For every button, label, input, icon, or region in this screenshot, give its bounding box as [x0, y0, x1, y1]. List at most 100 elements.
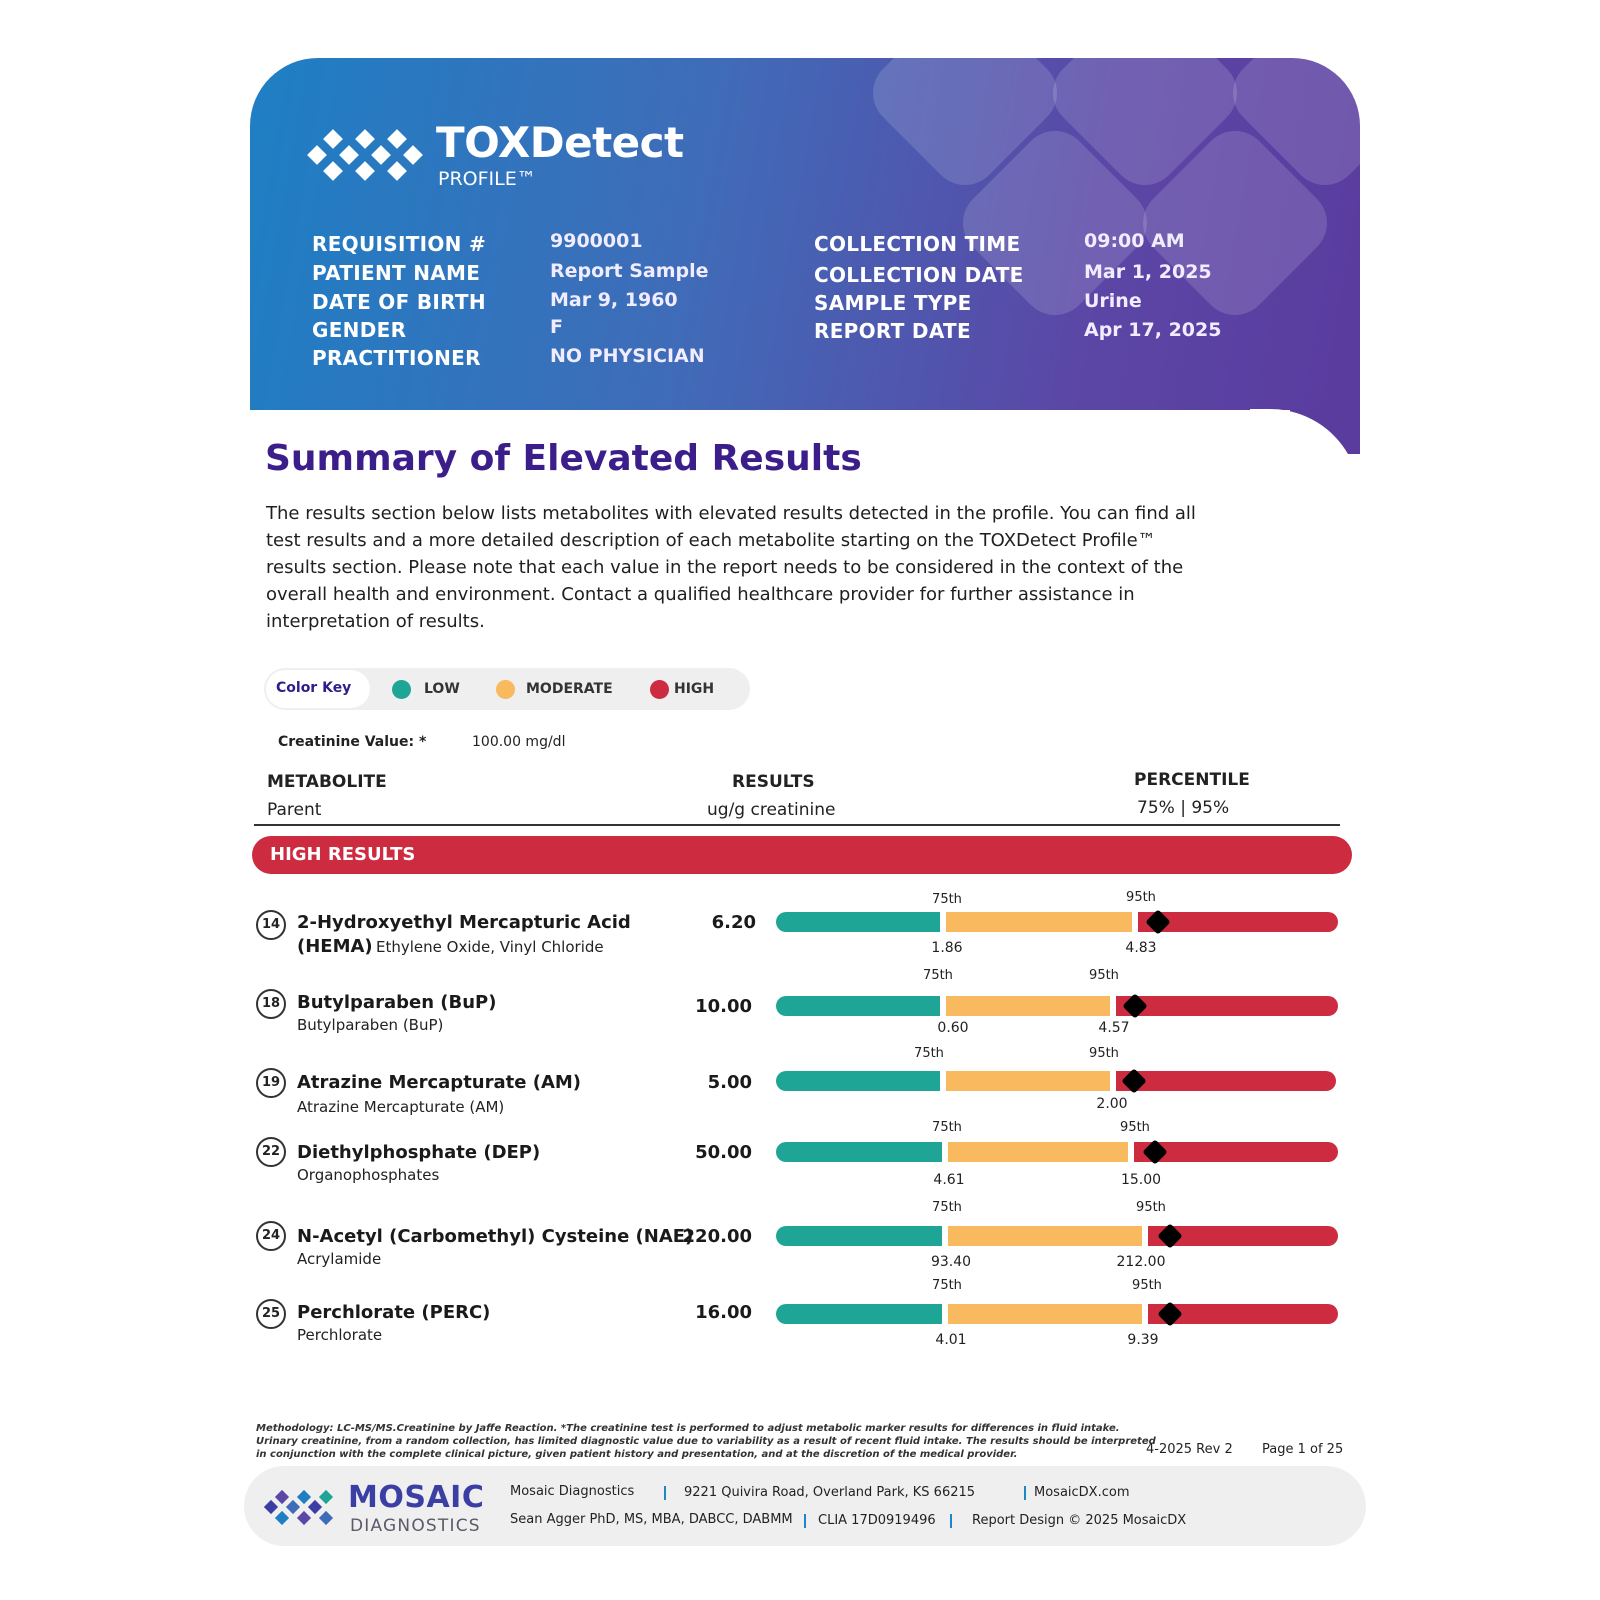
percentile-bar	[776, 1142, 1338, 1162]
result-value: 6.20	[711, 912, 756, 933]
p95-threshold: 2.00	[1096, 1096, 1128, 1112]
p75-threshold: 93.40	[930, 1254, 972, 1270]
high-segment	[1134, 1142, 1338, 1162]
toxdetect-logo-icon	[307, 129, 423, 181]
high-segment	[1148, 1304, 1338, 1324]
row-number-badge: 25	[256, 1299, 286, 1329]
metabolite-name: 2-Hydroxyethyl Mercapturic Acid	[297, 912, 631, 933]
results-column-sub: ug/g creatinine	[707, 800, 836, 820]
low-segment	[776, 1071, 940, 1091]
low-segment	[776, 1226, 942, 1246]
company-name: MOSAIC	[348, 1480, 485, 1515]
metabolite-column-header: METABOLITE	[267, 772, 387, 792]
high-dot-icon	[650, 680, 669, 699]
color-key-label: Color Key	[266, 670, 370, 708]
methodology-note: Methodology: LC-MS/MS.Creatinine by Jaff…	[256, 1423, 1156, 1460]
percentile-column-header: PERCENTILE	[1134, 770, 1250, 790]
moderate-segment	[948, 1304, 1142, 1324]
result-row: 25 Perchlorate (PERC) Perchlorate 16.00 …	[0, 1278, 1600, 1372]
p75-threshold: 1.86	[931, 940, 963, 956]
row-number-badge: 24	[256, 1221, 286, 1251]
report-date-label: REPORT DATE	[814, 319, 971, 343]
p75-label: 75th	[923, 968, 953, 983]
result-row: 19 Atrazine Mercapturate (AM) Atrazine M…	[0, 1046, 1600, 1138]
page-number: Page 1 of 25	[1262, 1442, 1344, 1457]
footer-address: 9221 Quivira Road, Overland Park, KS 662…	[684, 1485, 976, 1500]
summary-title: Summary of Elevated Results	[265, 438, 862, 479]
p95-threshold: 4.57	[1098, 1020, 1130, 1036]
low-segment	[776, 996, 940, 1016]
low-key-label: LOW	[424, 681, 460, 697]
dob-value: Mar 9, 1960	[550, 289, 678, 311]
collection-time-value: 09:00 AM	[1084, 230, 1185, 252]
metabolite-parent: Perchlorate	[297, 1326, 383, 1344]
sample-type-value: Urine	[1084, 290, 1142, 312]
moderate-dot-icon	[496, 680, 515, 699]
patient-name-label: PATIENT NAME	[312, 261, 481, 285]
report-header: TOXDetect PROFILE™ REQUISITION # 9900001…	[250, 58, 1360, 410]
result-row: 18 Butylparaben (BuP) Butylparaben (BuP)…	[0, 968, 1600, 1058]
p95-threshold: 9.39	[1127, 1332, 1159, 1348]
p95-threshold: 4.83	[1125, 940, 1157, 956]
p95-threshold: 212.00	[1116, 1254, 1166, 1270]
mosaic-logo-icon	[264, 1489, 334, 1526]
moderate-segment	[948, 1226, 1142, 1246]
requisition-value: 9900001	[550, 230, 643, 252]
report-date-value: Apr 17, 2025	[1084, 319, 1222, 341]
p75-threshold: 0.60	[937, 1020, 969, 1036]
moderate-key-label: MODERATE	[526, 681, 613, 697]
metabolite-abbrev: (HEMA)	[297, 936, 373, 957]
row-number-badge: 14	[256, 910, 286, 940]
high-segment	[1138, 912, 1338, 932]
percentile-bar	[776, 1304, 1338, 1324]
metabolite-name: Atrazine Mercapturate (AM)	[297, 1072, 582, 1093]
header-divider	[254, 824, 1340, 826]
percentile-bar	[776, 912, 1338, 932]
results-column-header: RESULTS	[732, 772, 815, 792]
metabolite-name: Perchlorate (PERC)	[297, 1302, 491, 1323]
row-number-badge: 18	[256, 989, 286, 1019]
result-value: 5.00	[707, 1072, 752, 1093]
result-row: 22 Diethylphosphate (DEP) Organophosphat…	[0, 1120, 1600, 1212]
collection-date-label: COLLECTION DATE	[814, 263, 1024, 287]
company-subname: DIAGNOSTICS	[350, 1516, 481, 1536]
metabolite-parent: Butylparaben (BuP)	[297, 1016, 444, 1034]
p95-label: 95th	[1136, 1200, 1166, 1215]
footer-company: Mosaic Diagnostics	[510, 1484, 635, 1499]
low-dot-icon	[392, 680, 411, 699]
p75-label: 75th	[932, 1200, 962, 1215]
p75-threshold: 4.61	[933, 1172, 965, 1188]
percentile-bar	[776, 1226, 1338, 1246]
sample-type-label: SAMPLE TYPE	[814, 291, 972, 315]
high-results-label: HIGH RESULTS	[270, 844, 416, 865]
moderate-segment	[946, 912, 1132, 932]
metabolite-parent: Organophosphates	[297, 1166, 440, 1184]
metabolite-column-sub: Parent	[267, 800, 322, 820]
row-number-badge: 19	[256, 1068, 286, 1098]
result-row: 14 2-Hydroxyethyl Mercapturic Acid (HEMA…	[0, 890, 1600, 976]
brand-title: TOXDetect	[436, 118, 684, 167]
metabolite-name: Butylparaben (BuP)	[297, 992, 497, 1013]
practitioner-value: NO PHYSICIAN	[550, 345, 705, 367]
result-value: 10.00	[695, 996, 752, 1017]
footer-website[interactable]: MosaicDX.com	[1034, 1485, 1130, 1500]
percentile-column-sub: 75% | 95%	[1137, 798, 1230, 818]
metabolite-name: N-Acetyl (Carbomethyl) Cysteine (NAE)	[297, 1226, 694, 1247]
p95-label: 95th	[1132, 1278, 1162, 1293]
footer-clia: CLIA 17D0919496	[818, 1513, 936, 1528]
high-key-label: HIGH	[674, 681, 715, 697]
revision-label: 4-2025 Rev 2	[1146, 1442, 1233, 1457]
collection-date-value: Mar 1, 2025	[1084, 261, 1212, 283]
p95-label: 95th	[1089, 968, 1119, 983]
high-segment	[1148, 1226, 1338, 1246]
color-key: Color Key LOW MODERATE HIGH	[264, 668, 750, 710]
creatinine-value: 100.00 mg/dl	[472, 734, 566, 750]
collection-time-label: COLLECTION TIME	[814, 232, 1021, 256]
moderate-segment	[946, 1071, 1110, 1091]
requisition-label: REQUISITION #	[312, 232, 487, 256]
result-value: 50.00	[695, 1142, 752, 1163]
summary-description: The results section below lists metaboli…	[266, 503, 1196, 632]
brand-subtitle: PROFILE™	[438, 168, 536, 190]
result-row: 24 N-Acetyl (Carbomethyl) Cysteine (NAE)…	[0, 1200, 1600, 1294]
p95-label: 95th	[1126, 890, 1156, 905]
